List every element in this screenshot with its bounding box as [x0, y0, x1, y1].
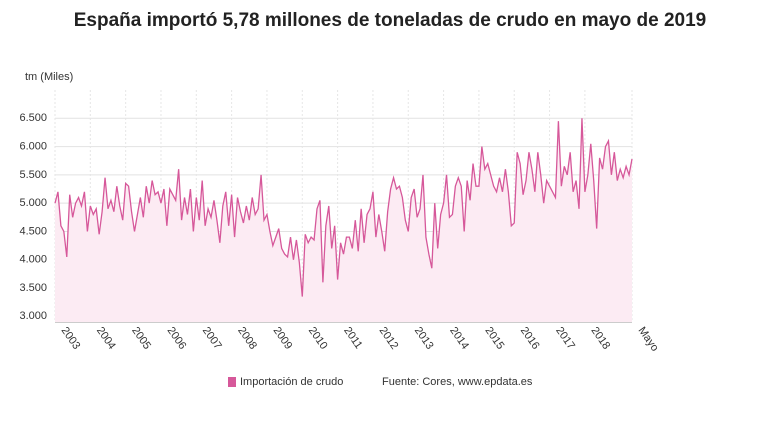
x-tick-label: 2016 — [518, 325, 542, 352]
y-tick-label: 6.500 — [19, 112, 47, 124]
x-tick-label: 2017 — [553, 325, 577, 352]
y-tick-label: 3.000 — [19, 310, 47, 322]
y-tick-label: 5.000 — [19, 197, 47, 209]
x-tick-label: 2012 — [376, 325, 400, 352]
x-tick-label: 2005 — [129, 325, 153, 352]
line — [54, 118, 633, 297]
x-tick-label: 2009 — [271, 325, 295, 352]
chart-title: España importó 5,78 millones de tonelada… — [73, 10, 707, 31]
x-tick-label: 2003 — [59, 325, 83, 352]
x-tick-label: 2013 — [412, 325, 436, 352]
x-tick-label: 2008 — [235, 325, 259, 352]
x-tick-label: 2014 — [447, 325, 471, 352]
x-tick-label: 2004 — [94, 325, 118, 352]
y-tick-label: 6.000 — [19, 140, 47, 152]
legend-swatch — [228, 377, 236, 387]
legend-label: Importación de crudo — [240, 376, 343, 388]
x-tick-label: 2006 — [165, 325, 189, 352]
x-tick-label: 2010 — [306, 325, 330, 352]
y-axis-label: tm (Miles) — [25, 71, 73, 83]
y-tick-label: 4.500 — [19, 225, 47, 237]
x-tick-label: 2015 — [482, 325, 506, 352]
y-tick-label: 4.000 — [19, 254, 47, 266]
x-tick-label: 2007 — [200, 325, 224, 352]
y-tick-label: 5.500 — [19, 169, 47, 181]
x-tick-label: 2018 — [588, 325, 612, 352]
source: Fuente: Cores, www.epdata.es — [382, 376, 533, 388]
y-tick-label: 3.500 — [19, 282, 47, 294]
area — [55, 118, 632, 322]
x-tick-label: Mayo — [636, 325, 661, 354]
x-tick-label: 2011 — [341, 325, 364, 351]
